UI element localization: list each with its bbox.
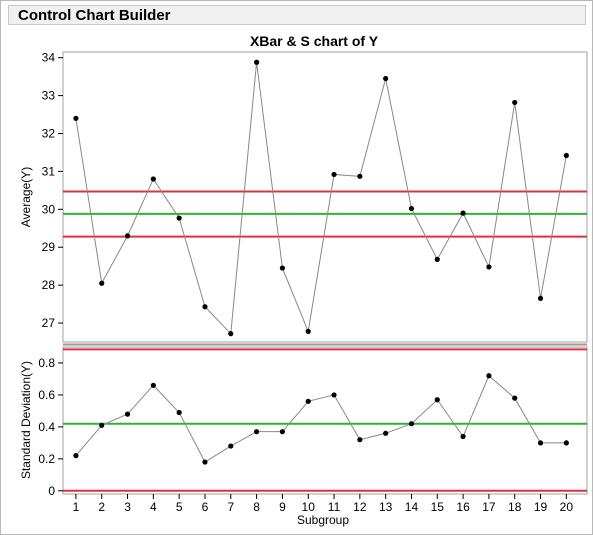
y-tick-label-s: 0.4 xyxy=(38,420,55,434)
x-axis-label: Subgroup xyxy=(297,513,349,527)
data-point-s xyxy=(434,397,440,403)
x-tick-label: 8 xyxy=(253,500,260,514)
y-tick-label-s: 0.2 xyxy=(38,452,55,466)
data-point-s xyxy=(99,422,105,428)
series-line-xbar xyxy=(75,62,567,335)
plot-frame-xbar xyxy=(62,51,588,343)
data-point-xbar xyxy=(202,304,208,310)
x-tick-label: 20 xyxy=(560,500,574,514)
data-point-s xyxy=(124,411,131,417)
data-point-xbar xyxy=(176,215,182,221)
data-point-xbar xyxy=(512,99,518,106)
data-point-s xyxy=(537,440,544,446)
x-tick-label: 7 xyxy=(227,500,234,514)
data-point-s xyxy=(305,398,311,404)
x-tick-label: 6 xyxy=(202,500,209,514)
data-point-xbar xyxy=(305,328,311,334)
y-tick-label-s: 0.6 xyxy=(38,388,55,402)
y-tick-label-xbar: 32 xyxy=(42,127,56,141)
y-tick-label-s: 0 xyxy=(48,484,55,498)
x-tick-label: 1 xyxy=(73,500,80,514)
data-point-s xyxy=(150,382,156,388)
y-axis-label-s: Standard Deviation(Y) xyxy=(19,361,33,479)
x-tick-label: 18 xyxy=(508,500,522,514)
data-point-xbar xyxy=(460,210,466,216)
data-point-s xyxy=(176,409,182,416)
data-point-xbar xyxy=(383,75,389,82)
y-tick-label-xbar: 31 xyxy=(42,164,56,178)
data-point-s xyxy=(228,443,234,449)
y-tick-label-xbar: 27 xyxy=(42,316,56,330)
y-tick-label-xbar: 33 xyxy=(42,89,56,103)
x-tick-label: 2 xyxy=(98,500,105,514)
data-point-xbar xyxy=(357,173,363,179)
y-tick-label-xbar: 29 xyxy=(42,240,56,254)
data-point-xbar xyxy=(331,171,337,178)
x-tick-label: 17 xyxy=(482,500,496,514)
y-tick-label-xbar: 34 xyxy=(42,51,56,65)
data-point-s xyxy=(563,440,569,446)
data-point-s xyxy=(408,421,415,427)
data-point-s xyxy=(73,453,79,459)
data-point-s xyxy=(357,437,363,443)
x-tick-label: 19 xyxy=(534,500,548,514)
data-point-s xyxy=(486,373,492,379)
data-point-s xyxy=(460,433,466,440)
data-point-s xyxy=(331,392,337,398)
data-point-xbar xyxy=(150,176,156,182)
data-point-xbar xyxy=(434,256,440,262)
y-tick-label-s: 0.8 xyxy=(38,356,55,370)
data-point-xbar xyxy=(253,59,260,65)
data-point-xbar xyxy=(486,264,492,270)
y-tick-label-xbar: 30 xyxy=(42,202,56,216)
data-point-xbar xyxy=(408,205,415,212)
data-point-xbar xyxy=(73,115,79,121)
data-point-xbar xyxy=(99,280,105,286)
data-point-xbar xyxy=(124,233,131,239)
x-tick-label: 5 xyxy=(176,500,183,514)
s-panel: 0 0.2 0.4 0.6 0.8 Standard Deviation(Y) xyxy=(19,346,588,498)
data-point-xbar xyxy=(563,152,569,159)
x-tick-label: 11 xyxy=(328,500,341,514)
data-point-xbar xyxy=(537,295,544,302)
data-point-s xyxy=(202,459,208,465)
x-tick-label: 12 xyxy=(353,500,367,514)
data-point-s xyxy=(512,395,518,401)
data-point-s xyxy=(383,430,389,436)
x-tick-label: 14 xyxy=(405,500,419,514)
window-title-bar: Control Chart Builder xyxy=(8,5,586,25)
x-tick-label: 16 xyxy=(456,500,470,514)
y-tick-label-xbar: 28 xyxy=(42,278,56,292)
x-tick-label: 9 xyxy=(279,500,286,514)
data-point-s xyxy=(253,429,260,435)
data-point-s xyxy=(279,429,286,435)
x-axis: 1 2 3 4 5 6 7 8 9 10 11 12 13 14 15 16 17 18 19 20 xyxy=(73,494,574,514)
xbar-panel: 27 28 29 30 31 32 33 34 Average(Y) xyxy=(19,51,588,346)
chart-title: XBar & S chart of Y xyxy=(250,33,379,49)
y-axis-label-xbar: Average(Y) xyxy=(19,167,33,227)
data-point-xbar xyxy=(279,265,286,271)
series-line-s xyxy=(75,374,567,463)
window-title: Control Chart Builder xyxy=(18,7,171,24)
x-tick-label: 10 xyxy=(302,500,316,514)
data-point-xbar xyxy=(228,331,234,337)
x-tick-label: 15 xyxy=(431,500,445,514)
plot-frame-s xyxy=(62,346,588,495)
x-tick-label: 13 xyxy=(379,500,393,514)
x-tick-label: 3 xyxy=(124,500,131,514)
x-tick-label: 4 xyxy=(150,500,157,514)
